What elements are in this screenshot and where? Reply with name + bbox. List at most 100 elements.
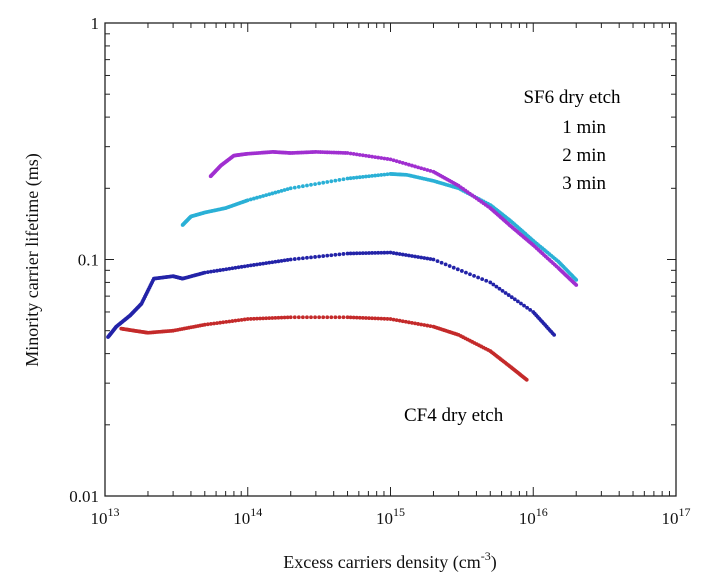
data-point <box>451 265 456 270</box>
data-point <box>230 319 235 323</box>
data-point <box>364 251 368 256</box>
data-point <box>376 155 381 160</box>
data-point <box>239 264 244 269</box>
data-point <box>410 163 414 168</box>
data-point <box>202 322 207 327</box>
data-point <box>341 177 346 182</box>
data-point <box>261 316 265 321</box>
data-point <box>233 318 238 323</box>
data-point <box>385 157 390 161</box>
data-point <box>419 322 424 327</box>
data-point <box>309 182 313 187</box>
data-point <box>376 173 381 178</box>
data-point <box>351 152 356 156</box>
data-point <box>261 261 265 266</box>
axis-ticks <box>104 23 676 497</box>
series-3 <box>180 172 579 282</box>
data-point <box>407 162 411 167</box>
data-point <box>413 321 417 326</box>
data-point <box>354 175 359 180</box>
data-point <box>385 317 390 321</box>
data-point <box>282 315 287 320</box>
data-point <box>574 277 579 282</box>
data-point <box>270 316 275 320</box>
data-point <box>354 315 359 320</box>
data-point <box>215 321 219 325</box>
data-point <box>351 251 356 256</box>
data-point <box>419 166 424 171</box>
data-point <box>305 255 309 260</box>
data-point <box>273 190 278 195</box>
data-point <box>285 187 290 192</box>
data-point <box>300 315 305 320</box>
data-point <box>376 250 381 255</box>
data-point <box>348 176 353 181</box>
data-point <box>224 267 229 272</box>
data-point <box>379 156 384 160</box>
series-2 <box>106 250 557 339</box>
data-point <box>376 316 381 321</box>
x-tick-label: 1016 <box>519 505 548 528</box>
data-point <box>288 186 293 191</box>
y-tick-label: 1 <box>91 14 100 33</box>
series-4 <box>208 150 579 287</box>
data-point <box>325 315 330 320</box>
data-point <box>488 280 493 285</box>
data-point <box>261 194 265 198</box>
data-point <box>305 183 309 188</box>
data-point <box>309 315 313 320</box>
data-point <box>416 165 421 170</box>
data-point <box>397 252 402 256</box>
data-point <box>345 315 350 320</box>
annotation-3-min: 3 min <box>562 173 606 194</box>
data-point <box>370 316 374 321</box>
data-point <box>300 256 305 261</box>
data-point <box>309 255 313 260</box>
data-point <box>528 307 533 312</box>
data-point <box>242 317 247 322</box>
data-point <box>251 263 256 267</box>
data-point <box>382 316 387 321</box>
data-point <box>245 263 250 268</box>
data-point <box>239 317 244 322</box>
data-point <box>264 193 269 198</box>
data-point <box>422 323 427 327</box>
data-point <box>370 174 374 178</box>
data-point <box>428 168 433 173</box>
data-point <box>221 320 226 325</box>
data-point <box>373 155 378 160</box>
data-point <box>218 268 223 273</box>
data-point <box>388 317 393 321</box>
data-point <box>410 254 414 258</box>
data-point <box>313 182 317 187</box>
axis-tick-labels: 1013 1014 1015 1016 1017 0.01 0.1 1 <box>69 14 690 528</box>
data-point <box>516 299 520 304</box>
data-point <box>348 251 353 256</box>
data-point <box>205 322 210 327</box>
data-point <box>379 250 384 255</box>
data-point <box>447 264 452 268</box>
data-point <box>403 161 408 166</box>
data-point <box>270 260 275 265</box>
data-point <box>351 175 356 180</box>
data-point <box>370 154 374 159</box>
data-point <box>279 315 284 320</box>
data-point <box>357 315 362 320</box>
data-point <box>509 295 514 300</box>
data-point <box>242 264 247 269</box>
data-point <box>230 266 235 271</box>
data-point <box>245 317 250 321</box>
data-point <box>410 320 414 325</box>
data-point <box>218 320 223 325</box>
data-point <box>345 251 350 256</box>
data-point <box>512 297 517 302</box>
data-point <box>296 256 301 261</box>
data-point <box>264 261 269 266</box>
data-point <box>367 154 371 159</box>
data-point <box>321 254 326 258</box>
data-point <box>255 316 259 321</box>
data-point <box>391 251 396 255</box>
data-point <box>431 257 436 262</box>
data-point <box>285 315 290 320</box>
